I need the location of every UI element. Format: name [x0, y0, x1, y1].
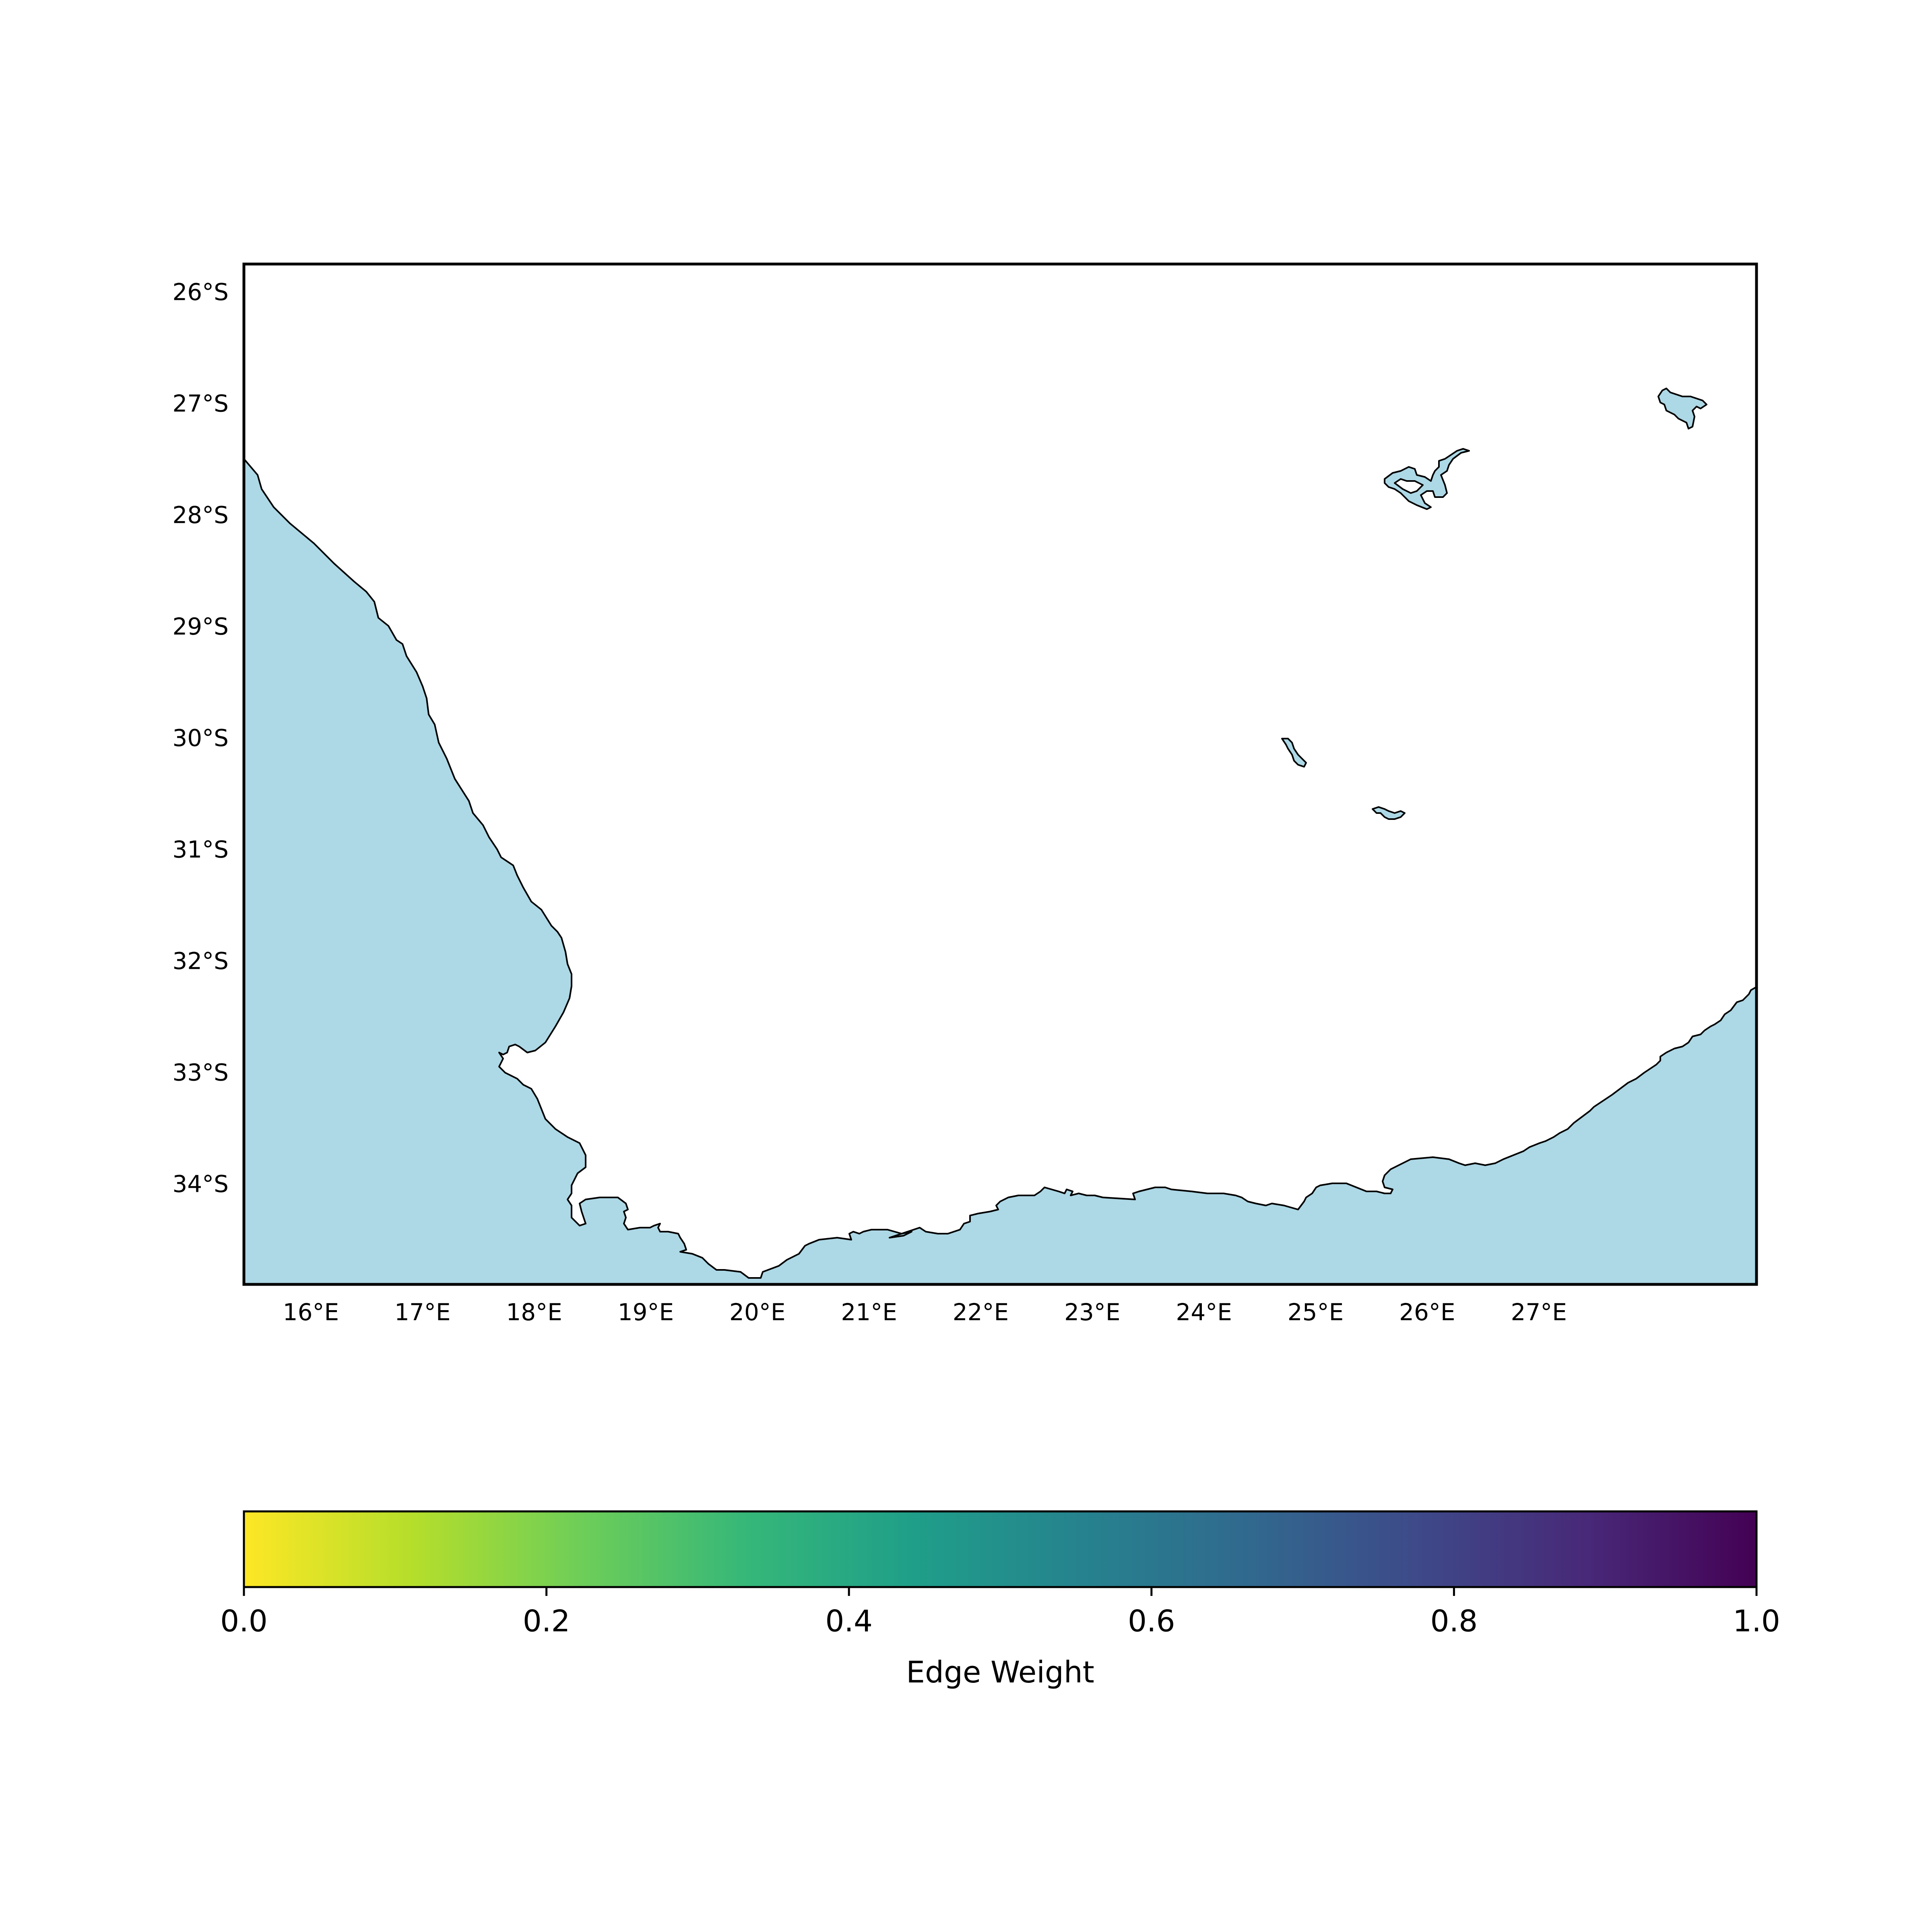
- map-panel: 26°S 27°S 28°S 29°S 30°S 31°S 32°S 33°S 34°S 16°…: [172, 262, 1758, 1326]
- colorbar-tick-label: 0.0: [220, 1604, 268, 1639]
- lake-northeast: [1657, 388, 1707, 429]
- colorbar-label: Edge Weight: [906, 1655, 1094, 1690]
- lat-tick-label: 32°S: [172, 947, 229, 975]
- lake-gariep: [1281, 738, 1307, 768]
- colorbar: 0.0 0.2 0.4 0.6 0.8 1.0 Edge Weight: [220, 1510, 1780, 1690]
- colorbar-gradient: [243, 1510, 1758, 1588]
- lon-tick-label: 24°E: [1176, 1298, 1232, 1326]
- lat-tick-label: 30°S: [172, 724, 229, 751]
- ocean-area: [244, 458, 1757, 1284]
- longitude-tick-labels: 16°E 17°E 18°E 19°E 20°E 21°E 22°E 23°E 24°E 25°E…: [283, 1298, 1567, 1326]
- colorbar-tick-label: 0.8: [1430, 1604, 1478, 1639]
- colorbar-tick-label: 0.2: [523, 1604, 570, 1639]
- lake-small: [1372, 806, 1406, 820]
- map-frame: [242, 262, 1758, 1286]
- colorbar-tick-label: 0.4: [825, 1604, 873, 1639]
- lat-tick-label: 27°S: [172, 390, 229, 417]
- lat-tick-label: 34°S: [172, 1170, 229, 1198]
- latitude-tick-labels: 26°S 27°S 28°S 29°S 30°S 31°S 32°S 33°S 34°S: [172, 278, 229, 1197]
- lat-tick-label: 31°S: [172, 836, 229, 863]
- lat-tick-label: 28°S: [172, 501, 229, 528]
- lon-tick-label: 27°E: [1511, 1298, 1567, 1326]
- lake-vaal-dam-area: [1384, 448, 1470, 510]
- lon-tick-label: 16°E: [283, 1298, 339, 1326]
- lon-tick-label: 19°E: [618, 1298, 674, 1326]
- colorbar-ticks: 0.0 0.2 0.4 0.6 0.8 1.0: [220, 1587, 1780, 1639]
- lon-tick-label: 18°E: [506, 1298, 562, 1326]
- lon-tick-label: 26°E: [1399, 1298, 1455, 1326]
- colorbar-tick-label: 1.0: [1733, 1604, 1780, 1639]
- lon-tick-label: 25°E: [1288, 1298, 1344, 1326]
- colorbar-tick-label: 0.6: [1128, 1604, 1175, 1639]
- lon-tick-label: 20°E: [729, 1298, 785, 1326]
- lon-tick-label: 23°E: [1064, 1298, 1120, 1326]
- lat-tick-label: 26°S: [172, 278, 229, 305]
- lon-tick-label: 21°E: [841, 1298, 897, 1326]
- lon-tick-label: 17°E: [394, 1298, 450, 1326]
- lat-tick-label: 29°S: [172, 613, 229, 640]
- lon-tick-label: 22°E: [953, 1298, 1009, 1326]
- lat-tick-label: 33°S: [172, 1059, 229, 1086]
